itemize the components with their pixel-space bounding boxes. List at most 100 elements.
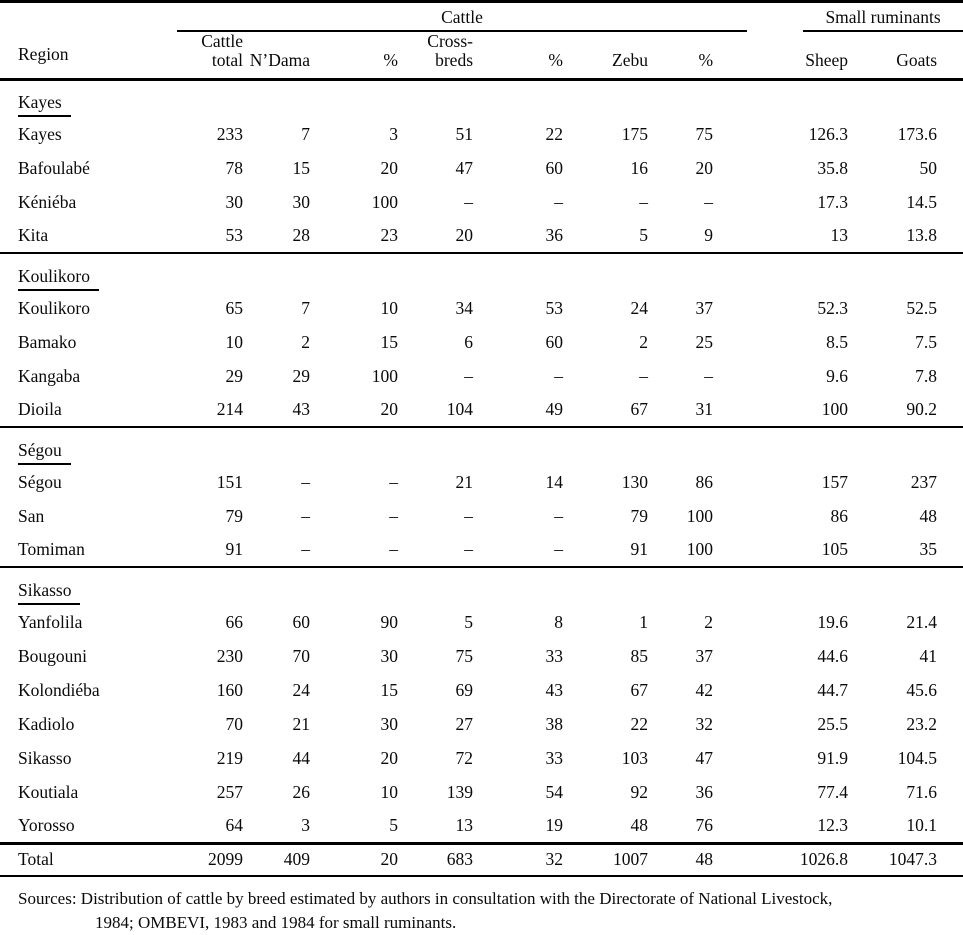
value-cell: 70: [292, 645, 311, 666]
value-cell: 24: [292, 679, 311, 700]
region-cell: Bafoulabé: [18, 157, 90, 178]
value-cell: 64: [225, 814, 244, 835]
value-cell: –: [301, 505, 310, 526]
value-cell: –: [554, 365, 563, 386]
total-row: Total 2099 409 20 683 32 1007 48 1026.8 1047.3: [0, 841, 963, 878]
table-row: Tomiman 91 – – – – 91 100 105 35: [0, 533, 963, 567]
value-cell: 683: [400, 841, 475, 878]
table-row: Ségou 151 – – 21 14 130 86 157 237: [0, 465, 963, 499]
value-cell: 20: [380, 747, 399, 768]
value-cell: 15: [380, 679, 399, 700]
livestock-table: Cattle Small ruminants Region Cattle tot…: [0, 0, 963, 878]
value-cell: 75: [695, 123, 714, 144]
value-cell: 35.8: [817, 157, 849, 178]
value-cell: 45.6: [906, 679, 938, 700]
table-row: Bafoulabé 78 15 20 47 60 16 20 35.8 50: [0, 151, 963, 185]
value-cell: 139: [446, 781, 473, 802]
value-cell: 91.9: [817, 747, 849, 768]
value-cell: 91: [630, 539, 649, 560]
sources-note: Sources: Distribution of cattle by breed…: [18, 887, 958, 935]
value-cell: 23.2: [906, 713, 938, 734]
value-cell: 173.6: [897, 123, 938, 144]
value-cell: 257: [216, 781, 243, 802]
value-cell: 72: [455, 747, 474, 768]
table-row: Bougouni 230 70 30 75 33 85 37 44.6 41: [0, 639, 963, 673]
value-cell: 44.6: [817, 645, 849, 666]
value-cell: 79: [225, 505, 244, 526]
value-cell: 41: [919, 645, 938, 666]
region-cell: Dioila: [18, 399, 62, 420]
value-cell: 105: [821, 539, 849, 560]
section-label: Ségou: [18, 440, 71, 466]
table-row: Kayes 233 7 3 51 22 175 75 126.3 173.6: [0, 117, 963, 151]
value-cell: 48: [650, 841, 716, 878]
sources-label: Sources:: [18, 889, 77, 909]
section-header-row: Ségou: [0, 426, 963, 466]
value-cell: 60: [545, 331, 564, 352]
value-cell: 90.2: [906, 399, 938, 420]
column-header-cattle-total: Cattle total: [165, 31, 245, 81]
value-cell: 21: [455, 471, 474, 492]
column-header-zebu-pct: %: [650, 31, 716, 81]
region-cell: Kadiolo: [18, 713, 75, 734]
value-cell: 2099: [165, 841, 245, 878]
value-cell: 10: [380, 297, 399, 318]
column-header-row: Region Cattle total N’Dama % Cross- bred…: [0, 31, 963, 81]
value-cell: 2: [639, 331, 648, 352]
value-cell: 30: [292, 191, 311, 212]
value-cell: 12.3: [817, 814, 849, 835]
table-row: San 79 – – – – 79 100 86 48: [0, 499, 963, 533]
value-cell: 237: [910, 471, 938, 492]
value-cell: 20: [380, 399, 399, 420]
value-cell: 71.6: [906, 781, 938, 802]
value-cell: 28: [292, 225, 311, 246]
value-cell: 3: [389, 123, 398, 144]
column-header-crossbreds: Cross- breds: [400, 31, 475, 81]
value-cell: 17.3: [817, 191, 849, 212]
value-cell: 34: [455, 297, 474, 318]
value-cell: 25: [695, 331, 714, 352]
value-cell: 7.5: [915, 331, 938, 352]
value-cell: 13: [830, 225, 849, 246]
value-cell: –: [301, 471, 310, 492]
value-cell: 1: [639, 611, 648, 632]
value-cell: 2: [301, 331, 310, 352]
value-cell: –: [639, 191, 648, 212]
value-cell: 60: [545, 157, 564, 178]
table-row: Kita 53 28 23 20 36 5 9 13 13.8: [0, 219, 963, 253]
value-cell: 75: [455, 645, 474, 666]
value-cell: 22: [545, 123, 564, 144]
region-cell: Tomiman: [18, 539, 85, 560]
section-header-row: Sikasso: [0, 566, 963, 606]
value-cell: 5: [389, 814, 398, 835]
value-cell: 29: [292, 365, 311, 386]
value-cell: 32: [475, 841, 565, 878]
sources-line-2: 1984; OMBEVI, 1983 and 1984 for small ru…: [95, 912, 457, 932]
value-cell: –: [639, 365, 648, 386]
value-cell: –: [704, 365, 714, 386]
value-cell: 30: [380, 645, 399, 666]
value-cell: –: [464, 539, 473, 560]
value-cell: 69: [455, 679, 474, 700]
table-row: Yorosso 64 3 5 13 19 48 76 12.3 10.1: [0, 809, 963, 843]
value-cell: 6: [464, 331, 473, 352]
table-row: Yanfolila 66 60 90 5 8 1 2 19.6 21.4: [0, 605, 963, 639]
table-row: Kadiolo 70 21 30 27 38 22 32 25.5 23.2: [0, 707, 963, 741]
value-cell: –: [704, 191, 714, 212]
value-cell: 100: [686, 539, 714, 560]
value-cell: 49: [545, 399, 564, 420]
region-cell: Total: [0, 841, 165, 878]
value-cell: 100: [371, 191, 398, 212]
table-body: Kayes Kayes 233 7 3 51 22 175 75 126.3 173.6 Bafoul…: [0, 79, 963, 878]
value-cell: 51: [455, 123, 474, 144]
value-cell: 9.6: [826, 365, 849, 386]
column-header-zebu: Zebu: [565, 31, 650, 81]
value-cell: 1026.8: [715, 841, 851, 878]
value-cell: 233: [216, 123, 243, 144]
value-cell: 104: [446, 399, 473, 420]
value-cell: 67: [630, 399, 649, 420]
region-cell: Yanfolila: [18, 611, 83, 632]
value-cell: 29: [225, 365, 244, 386]
value-cell: 1047.3: [850, 841, 963, 878]
value-cell: 33: [545, 645, 564, 666]
